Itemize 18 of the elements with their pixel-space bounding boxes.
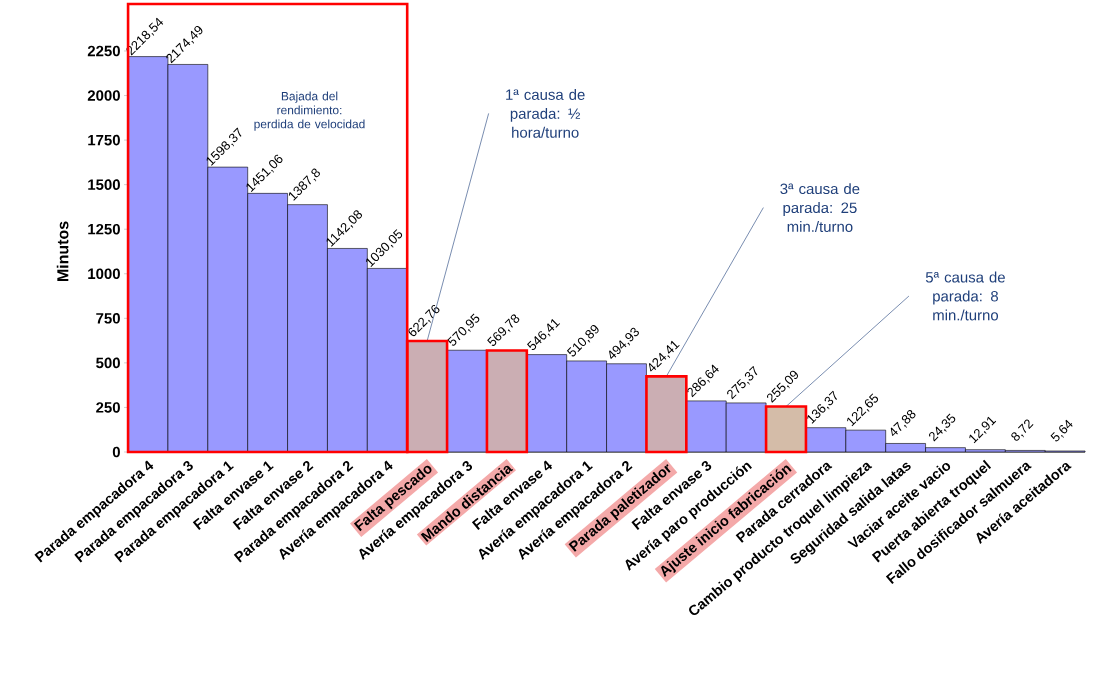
y-tick-label: 2250 <box>87 45 120 57</box>
y-tick-label: 0 <box>112 446 120 458</box>
y-axis-title: Minutos <box>56 221 69 281</box>
y-tick-label: 1250 <box>88 223 120 235</box>
data-label: 5,64 <box>1050 419 1073 442</box>
annotation: 1ª causa de parada: ½ hora/turno <box>506 88 585 138</box>
y-tick-label: 1500 <box>88 179 120 190</box>
y-tick-label: 500 <box>96 357 120 369</box>
y-tick-label: 1000 <box>88 268 120 280</box>
annotation: 3ª causa de parada: 25 min./turno <box>780 183 860 232</box>
y-tick-label: 250 <box>96 402 120 413</box>
y-tick-label: 2000 <box>87 90 120 101</box>
bar <box>446 349 488 453</box>
y-tick-label: 750 <box>96 313 120 324</box>
annotation: 5ª causa de parada: 8 min./turno <box>925 271 1005 321</box>
annotation: Bajada del rendimiento: perdida de velocidad <box>254 91 365 131</box>
y-tick-label: 1750 <box>88 134 120 146</box>
data-label: 8,72 <box>1011 419 1034 441</box>
